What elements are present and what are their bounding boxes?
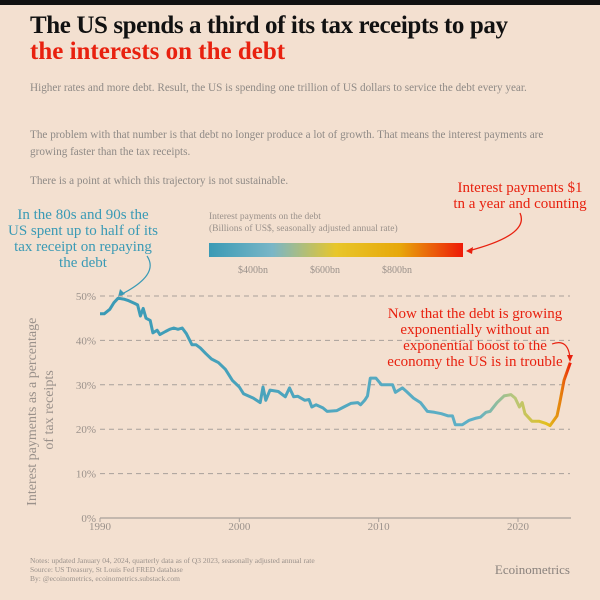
byline: By: @ecoinometrics, ecoinometrics.substa…	[30, 574, 180, 583]
y-axis-title-line2: of tax receipts	[42, 370, 57, 449]
top-bar	[0, 0, 600, 5]
paragraph-1: Higher rates and more debt. Result, the …	[30, 82, 527, 94]
y-axis-title-line1: Interest payments as a percentage	[25, 318, 40, 506]
paragraph-3: There is a point at which this trajector…	[30, 175, 289, 187]
y-tick-label: 30%	[76, 380, 96, 392]
y-tick-label: 10%	[76, 469, 96, 481]
arrow-head	[118, 289, 125, 297]
title: The US spends a third of its tax receipt…	[30, 12, 508, 39]
arrow-trouble	[551, 342, 571, 359]
arrow-legend	[467, 212, 522, 252]
y-tick-label: 50%	[76, 291, 96, 303]
x-tick-label: 2020	[507, 521, 530, 533]
series-line	[100, 296, 572, 428]
x-tick-label: 2010	[368, 521, 391, 533]
source-line: Source: US Treasury, St Louis Fed FRED d…	[30, 565, 183, 574]
legend-tick: $800bn	[382, 265, 412, 276]
arrow-head	[466, 247, 473, 254]
y-tick-label: 0%	[81, 513, 96, 525]
legend-tick: $400bn	[238, 265, 268, 276]
notes-line: Notes: updated January 04, 2024, quarter…	[30, 556, 315, 565]
y-axis-title: Interest payments as a percentage of tax…	[25, 314, 57, 506]
legend-title: Interest payments on the debt	[209, 212, 321, 222]
x-tick-label: 2000	[228, 521, 251, 533]
x-tick-label: 1990	[89, 521, 112, 533]
legend-subtitle: (Billions of US$, seasonally adjusted an…	[209, 223, 398, 234]
y-tick-label: 40%	[76, 335, 96, 347]
y-tick-label: 20%	[76, 424, 96, 436]
paragraph-2: The problem with that number is that deb…	[30, 129, 544, 158]
annotation-1tn: Interest payments $1 tn a year and count…	[453, 180, 587, 212]
title-highlight: the interests on the debt	[30, 38, 286, 65]
annotation-trouble: Now that the debt is growing exponential…	[387, 306, 563, 370]
legend-tick: $600bn	[310, 265, 340, 276]
notes: Notes: updated January 04, 2024, quarter…	[30, 556, 315, 583]
brand-logo: Ecoinometrics	[494, 562, 570, 577]
arrow-head	[567, 355, 573, 362]
legend-colorbar	[209, 243, 463, 257]
annotation-80s-90s: In the 80s and 90s the US spent up to ha…	[8, 207, 158, 271]
arrow-80s	[119, 255, 151, 296]
